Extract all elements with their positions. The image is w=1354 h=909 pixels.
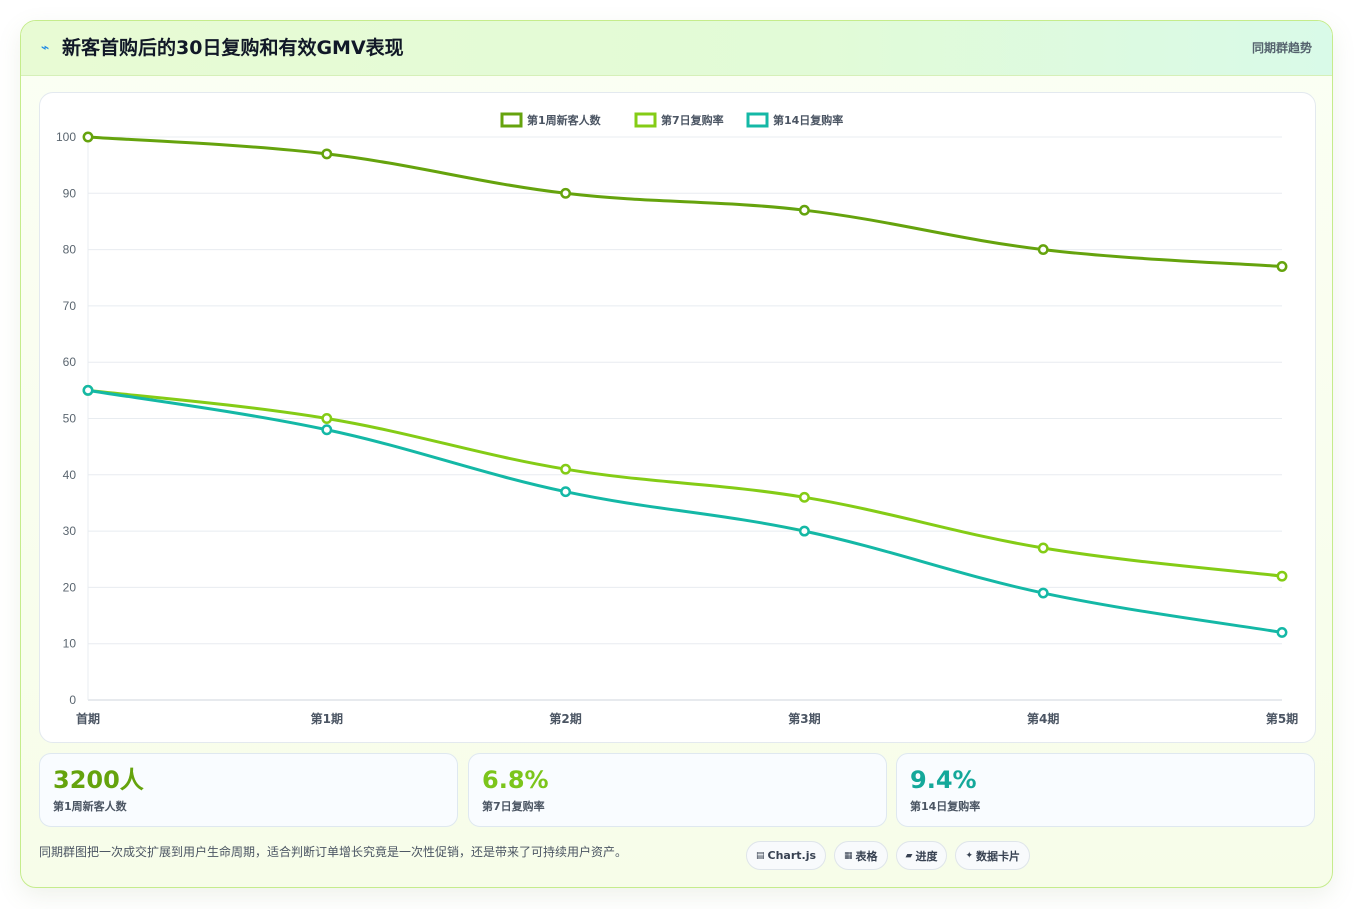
kpi-card-new-customers: 3200人 第1周新客人数 [39, 753, 458, 827]
data-point [560, 463, 572, 475]
data-point [1276, 570, 1288, 582]
kpi-value: 3200人 [53, 766, 144, 794]
y-tick-label: 40 [63, 468, 77, 482]
data-point [321, 424, 333, 436]
page-title: 新客首购后的30日复购和有效GMV表现 [62, 37, 404, 59]
data-point [798, 204, 810, 216]
y-tick-label: 20 [63, 580, 77, 594]
chart-card: ⌁ 新客首购后的30日复购和有效GMV表现 同期群趋势 0 10 20 30 40 50 6… [20, 20, 1333, 888]
card-header: ⌁ 新客首购后的30日复购和有效GMV表现 同期群趋势 [21, 21, 1332, 76]
data-point [1276, 626, 1288, 638]
kpi-card-day7-repurchase: 6.8% 第7日复购率 [468, 753, 887, 827]
data-point [321, 413, 333, 424]
kpi-card-day14-repurchase: 9.4% 第14日复购率 [896, 753, 1315, 827]
tag-progress[interactable]: ▰ 进度 [895, 841, 948, 870]
progress-icon: ▰ [905, 850, 913, 861]
y-tick-label: 0 [69, 693, 76, 707]
tag-table[interactable]: ▦ 表格 [834, 841, 888, 870]
series-line-2 [87, 388, 1283, 634]
data-point [798, 491, 810, 503]
legend-swatch [746, 112, 769, 128]
legend-label: 第1周新客人数 [527, 113, 602, 127]
sparkle-icon: ✦ [965, 850, 974, 861]
tag-list: ▤ Chart.js ▦ 表格 ▰ 进度 ✦ 数据卡片 [746, 841, 1031, 871]
data-point [321, 148, 333, 160]
series-line-1 [87, 388, 1283, 578]
kpi-label: 第14日复购率 [910, 800, 981, 813]
y-tick-label: 80 [63, 243, 77, 257]
kpi-value: 6.8% [482, 766, 549, 794]
data-point [560, 486, 572, 498]
y-tick-label: 50 [63, 412, 77, 426]
data-point [1037, 244, 1049, 256]
table-icon: ▦ [844, 850, 853, 861]
y-tick-label: 10 [63, 637, 77, 651]
tag-chartjs[interactable]: ▤ Chart.js [746, 841, 827, 870]
x-tick-label: 第4期 [1027, 711, 1059, 726]
x-tick-label: 首期 [76, 711, 100, 726]
legend-swatch [500, 112, 523, 128]
data-point [798, 525, 810, 537]
trend-icon: ⌁ [41, 40, 50, 56]
data-point [1037, 542, 1049, 554]
tag-data-card[interactable]: ✦ 数据卡片 [955, 841, 1031, 870]
chart-icon: ▤ [756, 850, 765, 861]
tag-label: Chart.js [767, 849, 817, 862]
chart-panel: 0 10 20 30 40 50 60 70 80 90 100 首期 第1期 第2期 第3期 第4期 第5期 第… [39, 92, 1316, 743]
page-subtitle: 同期群趋势 [1251, 41, 1312, 55]
legend-label: 第7日复购率 [661, 113, 724, 127]
kpi-label: 第1周新客人数 [53, 800, 127, 813]
x-tick-label: 第1期 [311, 711, 343, 726]
data-point [1037, 587, 1049, 599]
y-tick-label: 70 [63, 299, 77, 313]
tag-label: 数据卡片 [976, 849, 1021, 863]
tag-label: 表格 [855, 849, 878, 863]
kpi-value: 9.4% [910, 766, 977, 794]
legend-label: 第14日复购率 [773, 113, 843, 127]
kpi-label: 第7日复购率 [482, 800, 545, 813]
line-chart: 0 10 20 30 40 50 60 70 80 90 100 首期 第1期 第2期 第3期 第4期 第5期 第… [56, 112, 1298, 726]
chart-description: 同期群图把一次成交扩展到用户生命周期，适合判断订单增长究竟是一次性促销，还是带来… [39, 845, 628, 859]
data-point [82, 384, 94, 396]
series-line-0 [87, 135, 1283, 268]
data-point [1276, 261, 1288, 272]
tag-label: 进度 [915, 849, 938, 863]
y-tick-label: 30 [63, 524, 77, 538]
x-tick-label: 第5期 [1266, 711, 1298, 726]
x-tick-label: 第3期 [788, 711, 820, 726]
y-tick-label: 60 [63, 355, 77, 369]
data-point [560, 187, 572, 199]
y-tick-label: 90 [63, 186, 77, 200]
legend-swatch [634, 112, 657, 128]
y-tick-label: 100 [56, 130, 76, 144]
x-tick-label: 第2期 [549, 711, 581, 726]
data-point [82, 131, 94, 143]
